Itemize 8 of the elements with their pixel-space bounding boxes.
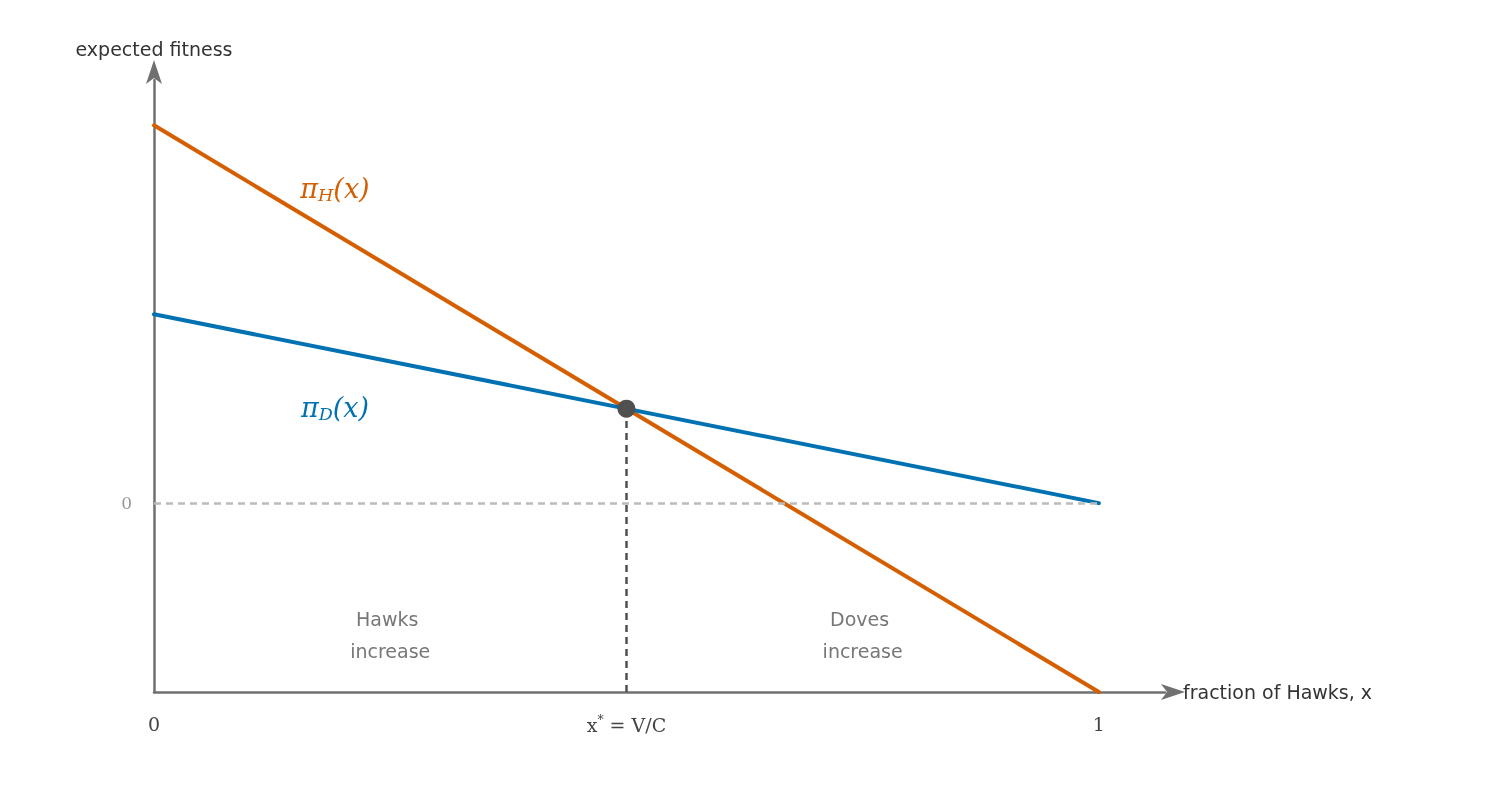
y-axis-title: expected fitness: [75, 37, 233, 60]
x-tick-label: x* = V/C: [586, 713, 667, 736]
x-axis-title: fraction of Hawks, x: [1183, 681, 1373, 703]
annotation: Hawks increase: [350, 608, 431, 663]
x-tick-label: 0: [147, 712, 161, 735]
annotation: Doves increase: [822, 608, 903, 663]
x-tick-label: 1: [1092, 712, 1105, 735]
ref-line-label: 0: [121, 493, 132, 514]
